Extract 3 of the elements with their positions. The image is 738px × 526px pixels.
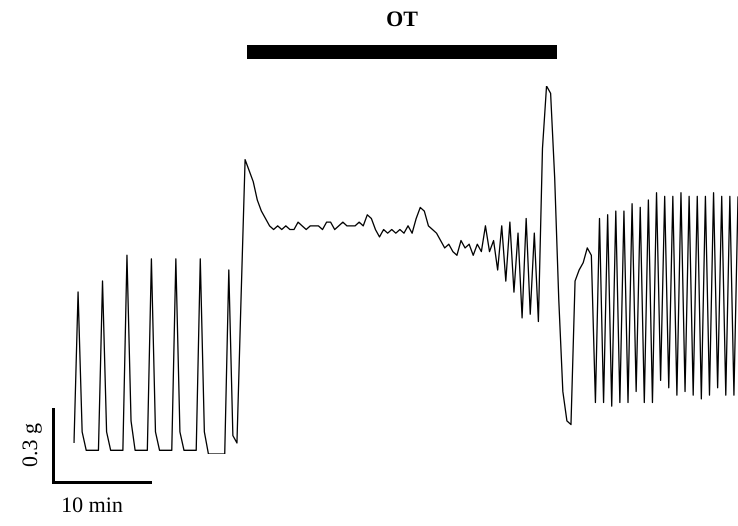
text: OT: [386, 6, 418, 32]
text: 10 min: [61, 492, 123, 518]
text: 0.3 g: [17, 423, 43, 467]
